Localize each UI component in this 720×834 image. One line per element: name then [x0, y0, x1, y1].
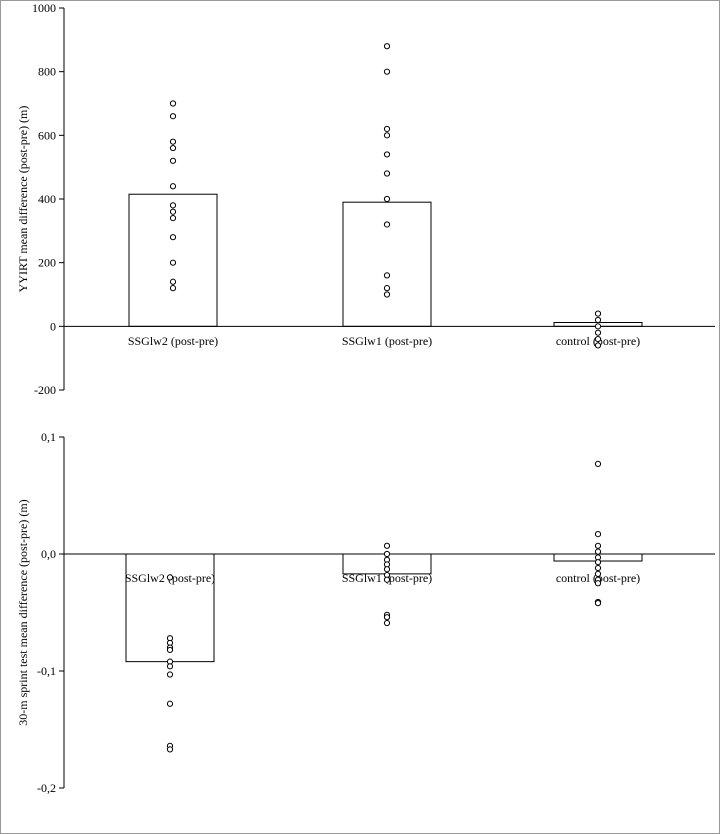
- data-point: [169, 259, 177, 266]
- y-axis-title: YYIRT mean difference (post-pre) (m): [16, 106, 30, 293]
- data-point: [383, 125, 391, 133]
- y-tick-label: 200: [38, 256, 56, 270]
- data-point: [383, 614, 391, 621]
- data-point: [166, 671, 174, 678]
- data-point: [594, 564, 602, 572]
- data-point: [166, 646, 174, 654]
- data-point: [169, 285, 177, 292]
- data-point: [594, 559, 602, 566]
- data-point: [594, 310, 602, 317]
- data-point: [169, 113, 177, 120]
- data-point: [169, 138, 177, 145]
- data-point: [383, 221, 391, 228]
- category-label: SSGlw1 (post-pre): [342, 334, 432, 348]
- data-point: [383, 151, 391, 158]
- y-tick-label: 0,1: [41, 430, 56, 444]
- data-point: [594, 316, 602, 324]
- y-tick-label: -0,2: [37, 781, 56, 795]
- data-point: [166, 746, 174, 753]
- data-point: [594, 323, 602, 330]
- y-axis-title: 30-m sprint test mean difference (post-p…: [16, 499, 30, 725]
- data-point: [383, 68, 391, 75]
- data-point: [169, 144, 177, 152]
- bar: [342, 201, 432, 327]
- data-point: [169, 208, 177, 215]
- data-point: [169, 215, 177, 222]
- y-tick-label: 1000: [32, 1, 56, 15]
- data-point: [169, 100, 177, 107]
- data-point: [383, 576, 391, 583]
- yyirt-chart: -200 0 200 400 600 800 1000 SSGlw2 (post-pre) SS…: [16, 1, 715, 397]
- data-point: [383, 542, 391, 549]
- data-point: [169, 157, 177, 164]
- y-tick-label: -0,1: [37, 664, 56, 678]
- data-point: [594, 460, 602, 468]
- data-point: [383, 285, 391, 292]
- data-point: [169, 202, 177, 209]
- data-point: [594, 542, 602, 549]
- data-point: [594, 570, 602, 577]
- data-point: [594, 531, 602, 538]
- y-tick-label: -200: [34, 383, 56, 397]
- data-point: [383, 43, 391, 50]
- data-point: [594, 600, 602, 607]
- y-tick-label: 400: [38, 192, 56, 206]
- data-point: [383, 170, 391, 177]
- data-point: [383, 291, 391, 298]
- y-tick-label: 0,0: [41, 547, 56, 561]
- data-point: [166, 663, 174, 670]
- data-point: [383, 619, 391, 627]
- data-point: [594, 329, 602, 336]
- y-tick-label: 800: [38, 65, 56, 79]
- data-point: [169, 278, 177, 285]
- data-point: [594, 548, 602, 555]
- data-point: [383, 195, 391, 203]
- data-point: [166, 700, 174, 707]
- data-point: [383, 272, 391, 279]
- data-point: [169, 234, 177, 241]
- data-point: [383, 566, 391, 573]
- data-point: [166, 574, 174, 581]
- data-point: [169, 183, 177, 190]
- data-point: [594, 580, 602, 587]
- data-point: [594, 335, 602, 343]
- y-tick-label: 600: [38, 128, 56, 142]
- y-tick-label: 0: [50, 319, 56, 333]
- data-point: [383, 132, 391, 139]
- category-label: SSGlw2 (post-pre): [128, 334, 218, 348]
- data-point: [594, 342, 602, 349]
- data-point: [383, 550, 391, 558]
